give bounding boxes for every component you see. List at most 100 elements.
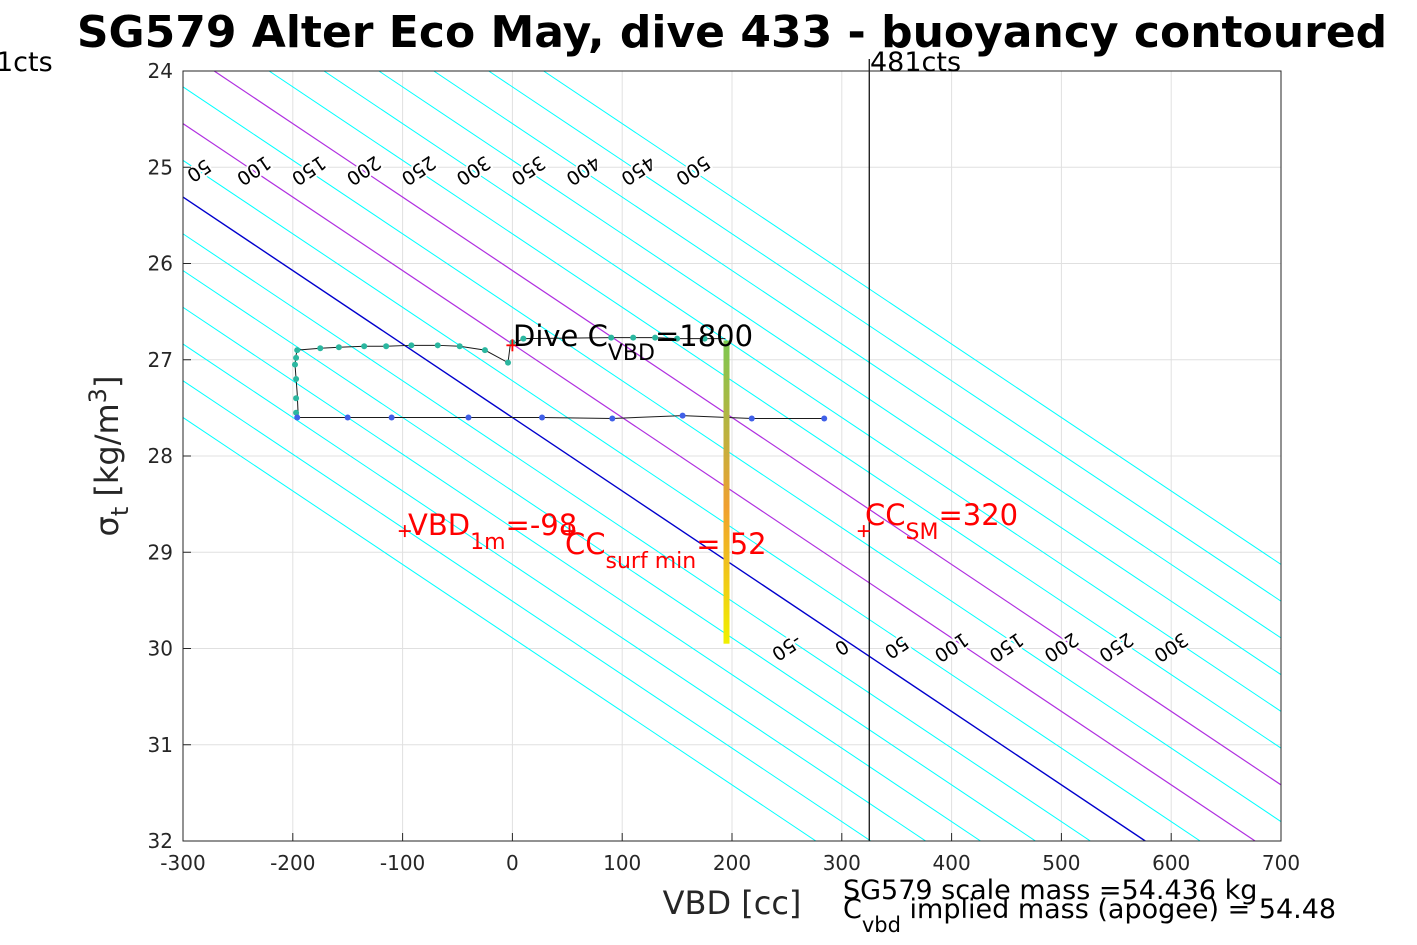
contour-line bbox=[183, 306, 981, 841]
dive-c-sub: VBD bbox=[608, 341, 655, 366]
climb-point bbox=[388, 414, 395, 421]
y-tick-label: 30 bbox=[148, 637, 173, 661]
contour-line bbox=[183, 343, 926, 841]
contour-line bbox=[433, 71, 1281, 639]
contour-line bbox=[543, 71, 1281, 566]
scale-mass-text: SG579 scale mass =54.436 kg bbox=[843, 875, 1257, 906]
contour-line bbox=[183, 159, 1201, 841]
contour-line bbox=[268, 71, 1281, 749]
cc-surf-value: = 52 bbox=[696, 527, 766, 561]
climb-point bbox=[294, 414, 301, 421]
x-tick-label: -300 bbox=[160, 851, 205, 875]
dive-c-value: =1800 bbox=[655, 319, 753, 353]
contour-line bbox=[183, 233, 1091, 841]
dive-point bbox=[652, 334, 659, 341]
implied-mass-c: C bbox=[843, 894, 862, 925]
y-label-superscript: 3 bbox=[84, 388, 112, 403]
climb-point bbox=[821, 415, 828, 422]
contour-line bbox=[488, 71, 1281, 602]
cc-sm-annotation: CCSM=320 bbox=[865, 498, 1018, 545]
chart-title: SG579 Alter Eco May, dive 433 - buoyancy… bbox=[77, 7, 1387, 58]
climb-point bbox=[609, 415, 616, 422]
y-label-symbol: σ bbox=[88, 516, 126, 536]
climb-point bbox=[679, 412, 686, 419]
implied-mass-value: implied mass (apogee) = 54.48 bbox=[901, 894, 1336, 925]
dive-c-text: Dive C bbox=[513, 319, 608, 353]
x-tick-label: -100 bbox=[380, 851, 425, 875]
x-tick-label: 0 bbox=[506, 851, 519, 875]
implied-mass-text: Cvbd implied mass (apogee) = 54.48 bbox=[843, 894, 1336, 937]
x-tick-label: 400 bbox=[933, 851, 971, 875]
x-tick-label: 600 bbox=[1152, 851, 1190, 875]
dive-point bbox=[361, 343, 368, 350]
apogee-segment bbox=[723, 340, 730, 644]
y-tick-label: 28 bbox=[148, 444, 173, 468]
y-tick-label: 31 bbox=[148, 733, 173, 757]
dive-point bbox=[408, 342, 415, 349]
dive-point bbox=[293, 395, 300, 402]
contour-line bbox=[183, 269, 1036, 841]
dive-point bbox=[674, 335, 681, 342]
y-tick-label: 32 bbox=[148, 829, 173, 853]
y-tick-label: 29 bbox=[148, 540, 173, 564]
y-tick-label: 26 bbox=[148, 252, 173, 276]
dive-point bbox=[434, 342, 441, 349]
dive-point bbox=[294, 347, 301, 354]
y-tick-label: 27 bbox=[148, 348, 173, 372]
y-tick-label: 25 bbox=[148, 155, 173, 179]
contour-line bbox=[323, 71, 1281, 712]
vbd-1m-sub: 1m bbox=[470, 530, 505, 555]
cc-surf-sub: surf min bbox=[606, 549, 697, 574]
contour-line bbox=[183, 196, 1146, 841]
cc-sm-sub: SM bbox=[906, 520, 939, 545]
contour-line bbox=[213, 71, 1281, 786]
x-tick-label: -200 bbox=[270, 851, 315, 875]
x-axis-ticks: -300 -200 -100 0 100 200 300 400 500 600 700 bbox=[160, 833, 1300, 875]
x-axis-label: VBD [cc] bbox=[663, 884, 802, 922]
cc-sm-text: CC bbox=[865, 498, 906, 532]
contour-line bbox=[378, 71, 1281, 676]
climb-point bbox=[465, 414, 472, 421]
dive-point bbox=[291, 361, 298, 368]
dive-c-annotation: Dive CVBD=1800 bbox=[513, 319, 753, 366]
dive-point bbox=[608, 334, 615, 341]
y-label-close: ] bbox=[88, 376, 126, 388]
y-label-subscript: t bbox=[106, 507, 134, 516]
cc-surf-text: CC bbox=[565, 527, 606, 561]
y-axis-ticks: 24 25 26 27 28 29 30 31 32 bbox=[148, 59, 191, 853]
left-marker-label: 1cts bbox=[0, 47, 53, 78]
dive-point bbox=[293, 376, 300, 382]
x-tick-label: 100 bbox=[603, 851, 641, 875]
x-tick-label: 300 bbox=[823, 851, 861, 875]
dive-point bbox=[456, 343, 463, 350]
climb-point bbox=[344, 414, 351, 421]
climb-point bbox=[539, 414, 546, 421]
vbd-1m-annotation: VBD1m=-98 bbox=[408, 508, 577, 555]
x-tick-label: 700 bbox=[1262, 851, 1300, 875]
vbd-1m-text: VBD bbox=[408, 508, 470, 542]
cc-surf-annotation: CCsurf min= 52 bbox=[565, 527, 767, 574]
right-marker-label: 481cts bbox=[870, 47, 961, 78]
dive-point bbox=[505, 359, 512, 366]
cc-sm-value: =320 bbox=[938, 498, 1018, 532]
dive-point bbox=[317, 345, 324, 352]
contour-line bbox=[183, 122, 1256, 841]
dive-point bbox=[701, 335, 708, 342]
contour-line bbox=[183, 416, 817, 841]
y-label-unit: [kg/m bbox=[88, 403, 126, 506]
implied-mass-sub: vbd bbox=[862, 913, 901, 937]
y-tick-label: 24 bbox=[148, 59, 173, 83]
climb-point bbox=[748, 415, 755, 422]
y-axis-label: σt [kg/m3] bbox=[84, 376, 134, 537]
dive-traces bbox=[291, 334, 828, 644]
dive-point bbox=[335, 344, 342, 351]
contour-lines bbox=[183, 71, 1281, 841]
dive-point bbox=[293, 409, 300, 416]
x-tick-label: 200 bbox=[713, 851, 751, 875]
dive-point bbox=[481, 347, 488, 354]
contour-line bbox=[183, 380, 872, 841]
dive-point bbox=[630, 334, 637, 341]
x-tick-label: 500 bbox=[1042, 851, 1080, 875]
dive-point bbox=[293, 354, 300, 361]
